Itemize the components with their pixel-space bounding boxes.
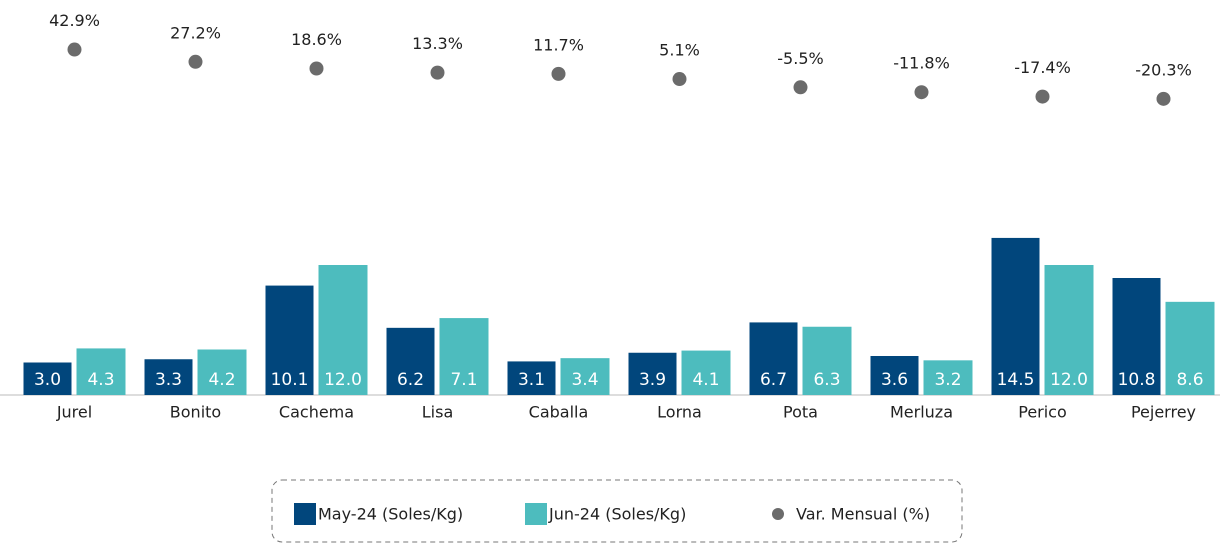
- x-tick-label: Lisa: [422, 403, 454, 422]
- legend-marker: [525, 503, 547, 525]
- x-tick-label: Merluza: [890, 403, 953, 422]
- x-tick-label: Jurel: [56, 403, 92, 422]
- dot-label: 42.9%: [49, 11, 100, 30]
- dot: [672, 72, 687, 87]
- legend-marker: [772, 508, 784, 520]
- bar: [265, 285, 314, 395]
- bar: [439, 318, 489, 395]
- dot: [1035, 89, 1050, 104]
- dot: [188, 54, 203, 69]
- x-tick-label: Pejerrey: [1131, 403, 1196, 422]
- dot: [914, 85, 929, 100]
- bar: [318, 265, 368, 395]
- dot-label: 13.3%: [412, 34, 463, 53]
- x-tick-label: Lorna: [657, 403, 702, 422]
- bar-label: 12.0: [324, 370, 362, 390]
- bar-label: 4.1: [692, 370, 719, 390]
- bar: [76, 348, 126, 395]
- bar-label: 3.4: [571, 370, 598, 390]
- bar: [991, 237, 1040, 395]
- bar-label: 3.1: [518, 370, 545, 390]
- bar: [681, 350, 731, 395]
- bar: [923, 360, 973, 395]
- dot: [67, 42, 82, 57]
- x-tick-label: Perico: [1018, 403, 1067, 422]
- bar-label: 3.0: [34, 370, 61, 390]
- bar: [144, 359, 193, 395]
- legend-label: Var. Mensual (%): [796, 505, 930, 524]
- bar: [1112, 278, 1161, 395]
- bar-label: 6.2: [397, 370, 424, 390]
- bar-label: 8.6: [1176, 370, 1203, 390]
- legend-marker: [294, 503, 316, 525]
- dot-label: -20.3%: [1135, 60, 1192, 79]
- x-tick-label: Caballa: [529, 403, 589, 422]
- bar-label: 12.0: [1050, 370, 1088, 390]
- bar: [386, 327, 435, 395]
- bar-label: 6.3: [813, 370, 840, 390]
- x-tick-label: Pota: [783, 403, 818, 422]
- legend-label: May-24 (Soles/Kg): [318, 505, 463, 524]
- bar: [628, 352, 677, 395]
- bar-label: 10.8: [1118, 370, 1156, 390]
- bar: [197, 349, 247, 395]
- bar: [507, 361, 556, 395]
- bar-label: 3.2: [934, 370, 961, 390]
- dot-label: -17.4%: [1014, 58, 1071, 77]
- dot-label: 5.1%: [659, 41, 700, 60]
- dot: [793, 80, 808, 95]
- dot: [309, 61, 324, 76]
- bar: [870, 356, 919, 395]
- dot: [551, 66, 566, 81]
- dot: [1156, 91, 1171, 106]
- bar-label: 3.9: [639, 370, 666, 390]
- legend-label: Jun-24 (Soles/Kg): [548, 505, 686, 524]
- dot-label: -11.8%: [893, 54, 950, 73]
- x-tick-label: Cachema: [279, 403, 354, 422]
- bar: [802, 326, 852, 395]
- legend-box: [271, 479, 963, 543]
- dot-label: 18.6%: [291, 30, 342, 49]
- bar-label: 4.2: [208, 370, 235, 390]
- bar: [23, 362, 72, 395]
- dot: [430, 65, 445, 80]
- bar-label: 3.3: [155, 370, 182, 390]
- bar-label: 7.1: [450, 370, 477, 390]
- bar: [1044, 265, 1094, 395]
- bar-label: 10.1: [271, 370, 309, 390]
- bar-label: 3.6: [881, 370, 908, 390]
- bar: [1165, 301, 1215, 395]
- bar-label: 14.5: [997, 370, 1035, 390]
- dot-label: 27.2%: [170, 23, 221, 42]
- bar: [560, 358, 610, 395]
- bar: [749, 322, 798, 395]
- bar-label: 6.7: [760, 370, 787, 390]
- x-tick-label: Bonito: [170, 403, 221, 422]
- bar-label: 4.3: [87, 370, 114, 390]
- dot-label: -5.5%: [777, 49, 823, 68]
- dot-label: 11.7%: [533, 35, 584, 54]
